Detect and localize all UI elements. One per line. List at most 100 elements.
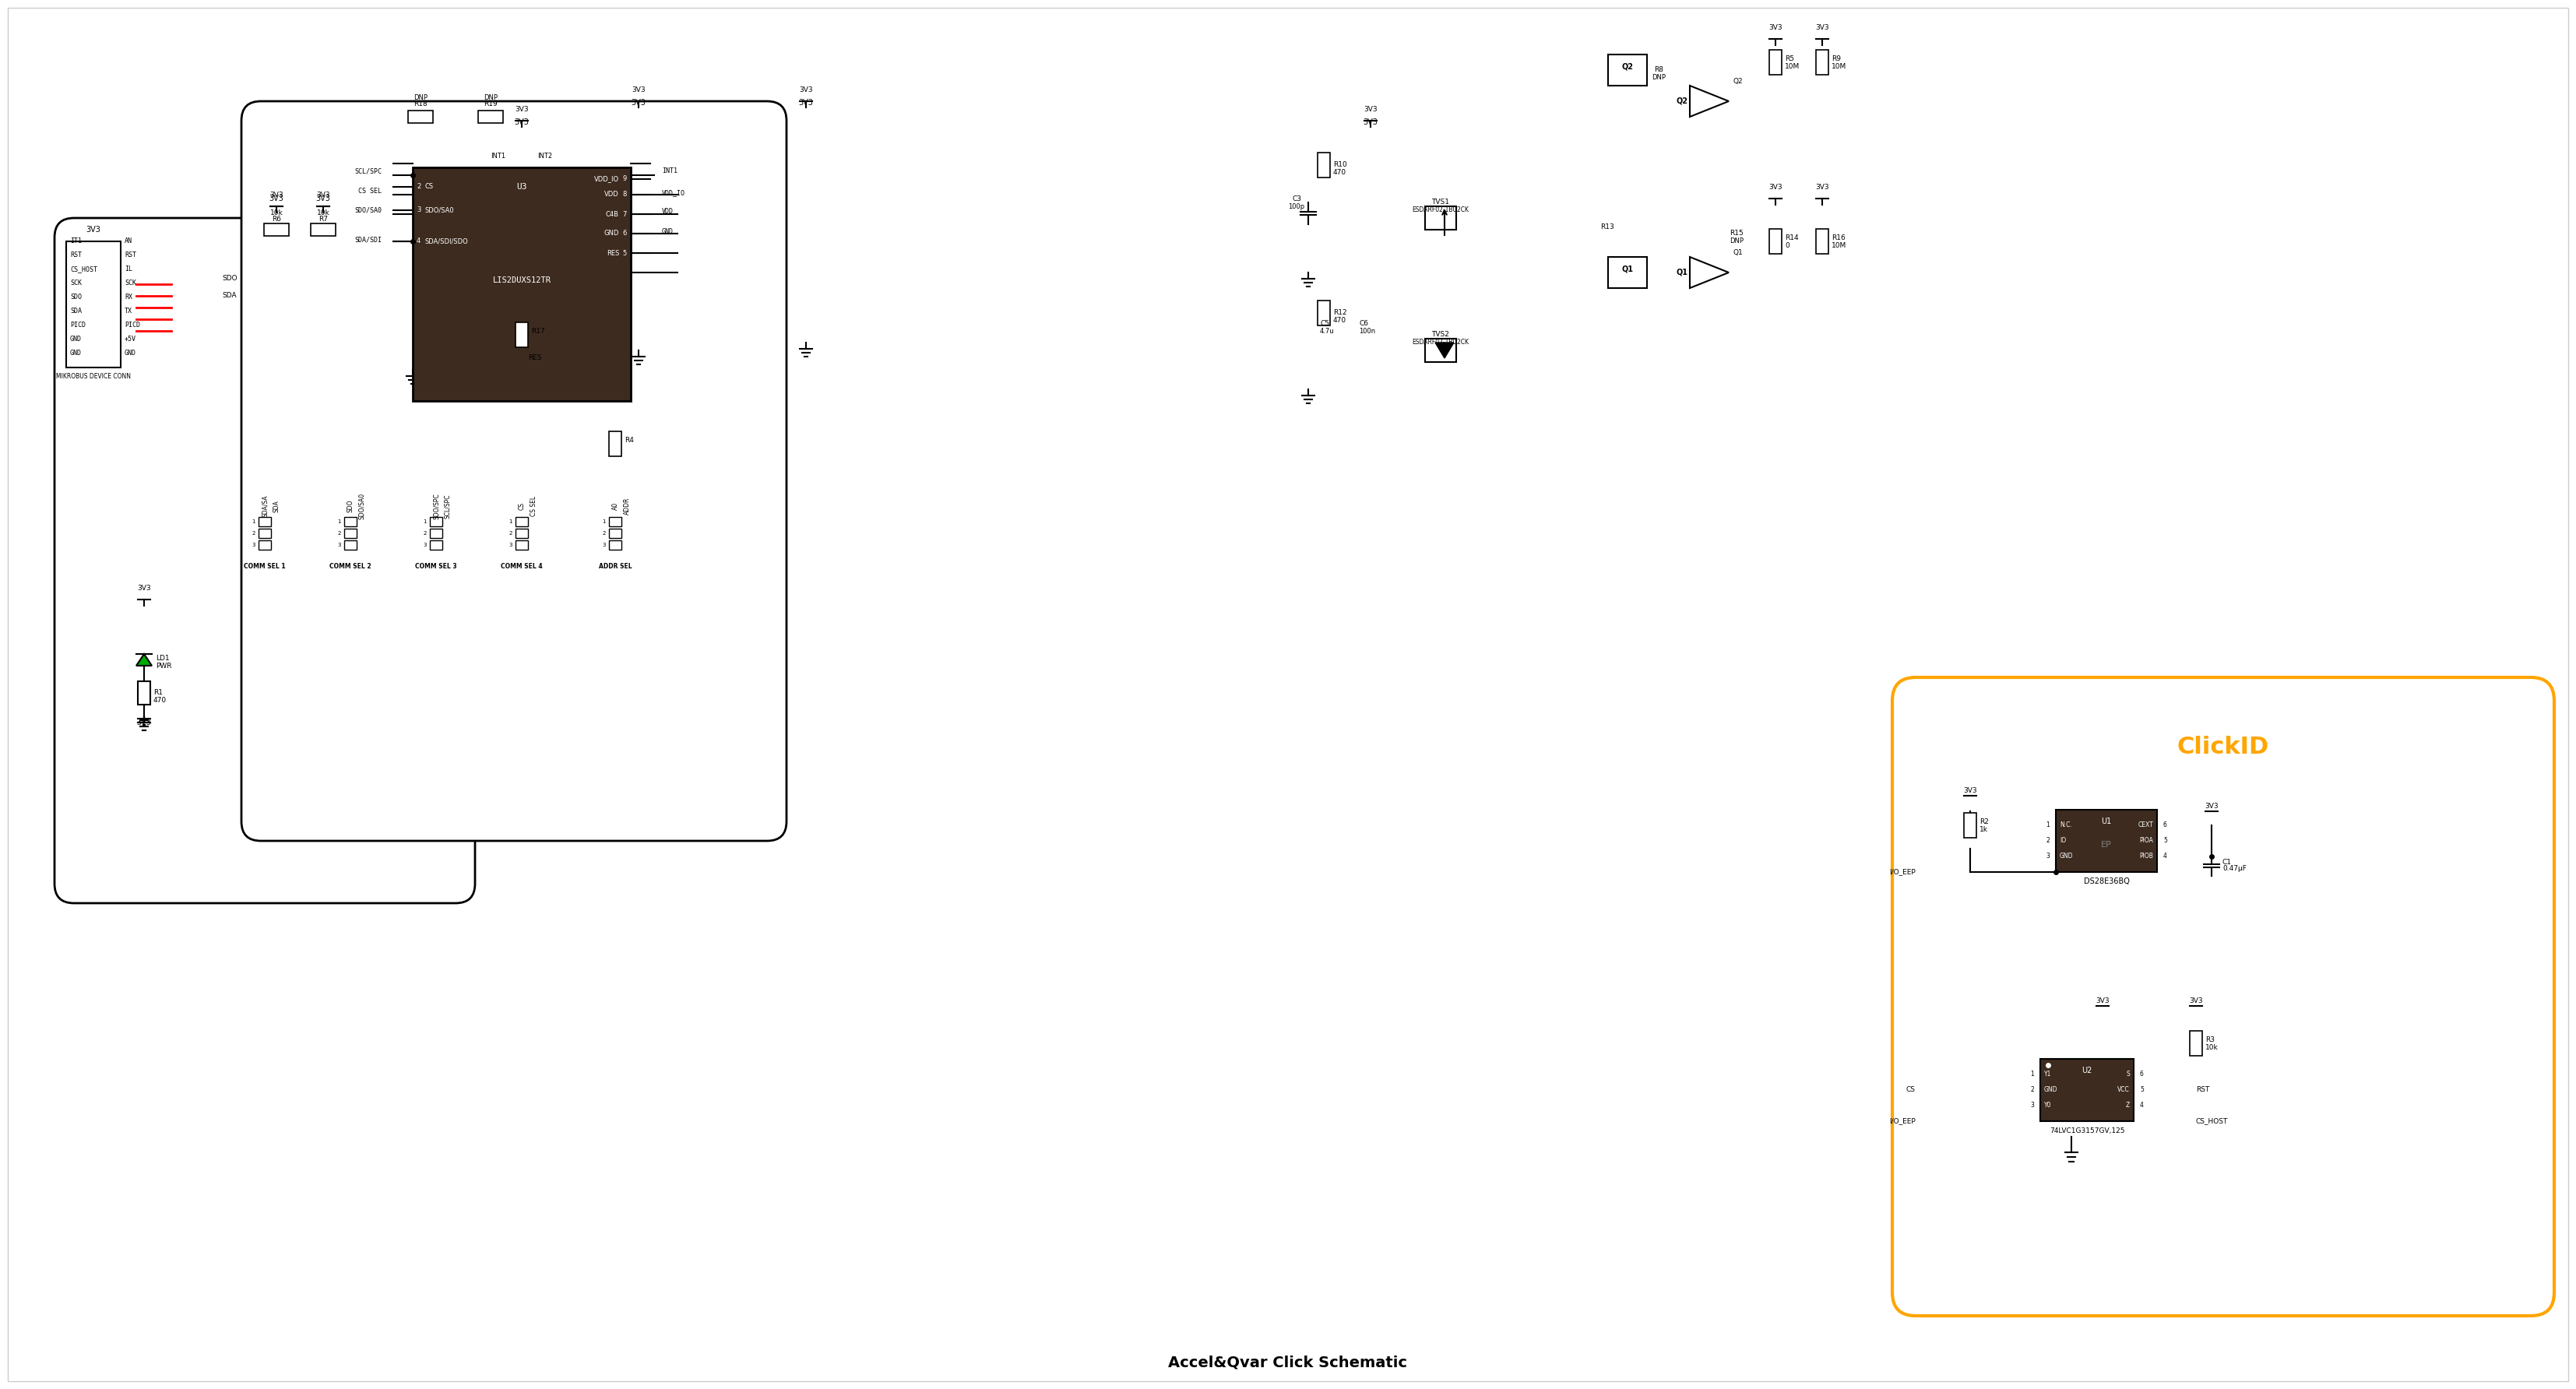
Text: U1: U1: [2102, 818, 2112, 825]
Text: 9: 9: [623, 175, 626, 182]
Polygon shape: [137, 654, 152, 665]
Text: RX: RX: [124, 294, 131, 301]
Text: 10: 10: [618, 160, 626, 167]
Text: 3V3: 3V3: [799, 86, 814, 93]
Text: SDO/SA0: SDO/SA0: [355, 207, 381, 214]
Text: 1: 1: [510, 519, 513, 524]
Text: 100p: 100p: [1288, 203, 1306, 210]
Text: Y1: Y1: [2045, 1071, 2050, 1078]
Bar: [312, 224, 335, 236]
Text: CS: CS: [518, 503, 526, 510]
Text: GND: GND: [2061, 853, 2074, 860]
Text: SDO: SDO: [70, 294, 82, 301]
Text: C1: C1: [2223, 858, 2231, 865]
Text: 10M: 10M: [1785, 63, 1801, 69]
Text: ADDR: ADDR: [623, 497, 631, 515]
Text: SDO/SA0: SDO/SA0: [425, 207, 453, 214]
Bar: [1425, 339, 1455, 363]
Text: DNP: DNP: [415, 94, 428, 101]
Polygon shape: [1690, 86, 1728, 117]
Text: 3V3: 3V3: [799, 99, 814, 107]
Text: 3V3: 3V3: [137, 585, 152, 592]
Text: CS: CS: [1906, 1086, 1917, 1093]
Text: 3V3: 3V3: [1816, 24, 1829, 31]
Text: U3: U3: [515, 183, 528, 190]
Bar: [258, 517, 270, 526]
Text: 5: 5: [2164, 838, 2166, 845]
Text: Q1: Q1: [1734, 250, 1741, 257]
Bar: [345, 540, 355, 550]
Text: 4: 4: [2141, 1101, 2143, 1108]
Text: MIKROBUS DEVICE CONN: MIKROBUS DEVICE CONN: [57, 374, 131, 381]
Text: +5V: +5V: [124, 336, 137, 343]
Text: GND: GND: [2045, 1086, 2058, 1093]
Text: IO: IO: [2061, 838, 2066, 845]
Text: RES: RES: [605, 250, 618, 257]
Text: R19: R19: [484, 101, 497, 108]
Text: A0: A0: [611, 503, 618, 510]
Text: 3V3: 3V3: [1816, 183, 1829, 190]
Text: 2: 2: [2045, 838, 2050, 845]
Text: R15: R15: [1728, 231, 1744, 238]
Text: RST: RST: [70, 251, 82, 258]
Text: U2: U2: [2081, 1067, 2092, 1075]
Text: R2: R2: [1978, 818, 1989, 825]
Bar: [430, 529, 443, 538]
Text: 1: 1: [337, 519, 340, 524]
Text: I/O_EEP: I/O_EEP: [1888, 1118, 1917, 1125]
Text: VDD_IO: VDD_IO: [662, 189, 685, 197]
Text: PWR: PWR: [155, 663, 173, 669]
Text: 4: 4: [2164, 853, 2166, 860]
Text: RST: RST: [2195, 1086, 2210, 1093]
Text: 3V3: 3V3: [1963, 788, 1976, 795]
Text: GND: GND: [70, 350, 82, 357]
Text: 7: 7: [623, 211, 626, 218]
Bar: [139, 681, 149, 704]
Text: SDO/SA0: SDO/SA0: [358, 493, 366, 519]
Text: 4.7u: 4.7u: [1319, 328, 1334, 335]
Text: C4B: C4B: [605, 211, 618, 218]
Text: DS28E36BQ: DS28E36BQ: [2084, 878, 2130, 885]
Bar: [479, 111, 502, 124]
Text: CS: CS: [425, 183, 433, 190]
Bar: [1607, 257, 1646, 288]
Text: 3V3: 3V3: [1363, 118, 1378, 126]
Text: 3: 3: [422, 543, 428, 547]
Text: PICD: PICD: [70, 322, 85, 329]
Bar: [345, 517, 355, 526]
Bar: [430, 517, 443, 526]
Text: DNP: DNP: [484, 94, 497, 101]
Text: 74LVC1G3157GV,125: 74LVC1G3157GV,125: [2050, 1126, 2125, 1133]
Text: 6: 6: [2141, 1071, 2143, 1078]
Text: 10k: 10k: [317, 210, 330, 217]
Text: 10k: 10k: [270, 210, 283, 217]
Text: Q2: Q2: [1623, 63, 1633, 69]
Text: 3V3: 3V3: [1363, 106, 1378, 113]
Bar: [1770, 229, 1783, 254]
Bar: [608, 529, 621, 538]
Text: SDA/SA: SDA/SA: [260, 494, 268, 517]
Bar: [2190, 1031, 2202, 1056]
Text: Q1: Q1: [1677, 268, 1687, 276]
Text: ADDR SEL: ADDR SEL: [598, 563, 631, 569]
Text: 10M: 10M: [1832, 242, 1847, 249]
Text: 3V3: 3V3: [85, 226, 100, 233]
Text: SDA: SDA: [70, 308, 82, 315]
Text: 3V3: 3V3: [317, 192, 330, 199]
Bar: [1316, 153, 1329, 178]
Text: R17: R17: [531, 328, 546, 335]
Text: 3V3: 3V3: [2205, 803, 2218, 810]
Text: SDA: SDA: [222, 292, 237, 300]
Text: VDD: VDD: [605, 192, 618, 199]
Text: Z: Z: [2125, 1101, 2130, 1108]
Text: 3V3: 3V3: [631, 86, 647, 93]
Text: R1: R1: [155, 689, 162, 696]
Text: 10k: 10k: [2205, 1043, 2218, 1050]
Text: GND: GND: [124, 350, 137, 357]
Text: LIS2DUXS12TR: LIS2DUXS12TR: [492, 276, 551, 285]
Text: 2: 2: [252, 531, 255, 536]
Text: 3V3: 3V3: [515, 106, 528, 113]
Text: GND: GND: [70, 336, 82, 343]
Text: 2: 2: [510, 531, 513, 536]
Text: 5: 5: [623, 250, 626, 257]
